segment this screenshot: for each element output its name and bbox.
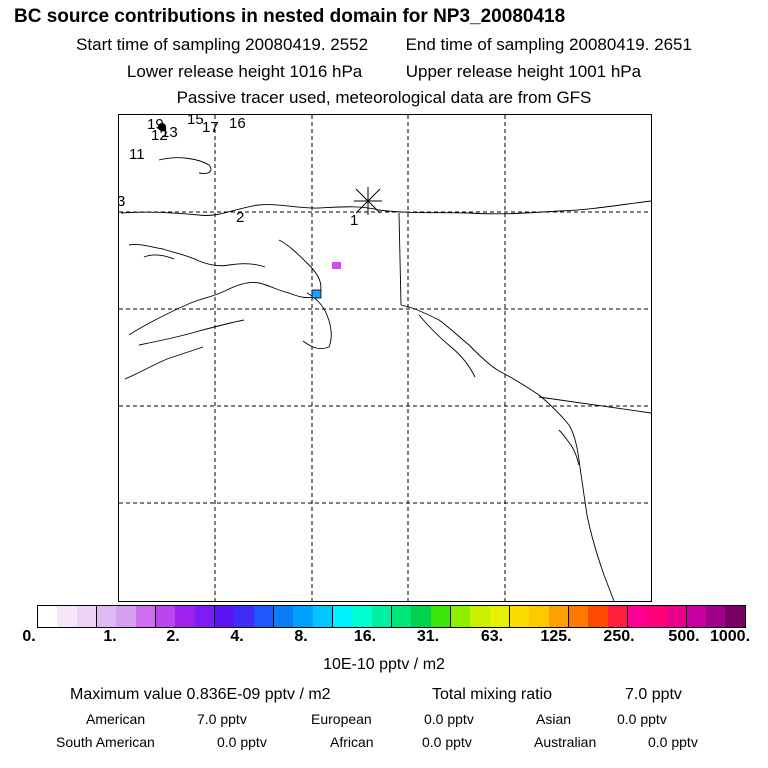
contribution-cell-blue bbox=[311, 289, 322, 299]
colorbar-tick: 4. bbox=[230, 628, 244, 645]
colorbar-segment bbox=[450, 606, 471, 627]
european-value: 0.0 pptv bbox=[424, 711, 474, 727]
colorbar-tick: 2. bbox=[166, 628, 180, 645]
american-label: American bbox=[86, 711, 146, 727]
colorbar-segment bbox=[96, 606, 117, 627]
colorbar-tick: 1. bbox=[103, 628, 117, 645]
max-value-label: Maximum value 0.836E-09 pptv / m2 bbox=[70, 686, 331, 703]
colorbar-segment bbox=[234, 606, 254, 627]
colorbar-tick: 31. bbox=[416, 628, 440, 645]
total-mixing-value: 7.0 pptv bbox=[625, 686, 682, 703]
colorbar-segment bbox=[725, 606, 745, 627]
colorbar-segment bbox=[38, 606, 58, 627]
colorbar-segment bbox=[332, 606, 353, 627]
sampling-times: Start time of sampling 20080419. 2552 En… bbox=[0, 35, 768, 55]
contribution-cell-magenta bbox=[332, 262, 341, 269]
south-american-value: 0.0 pptv bbox=[217, 734, 267, 750]
colorbar-segment bbox=[352, 606, 372, 627]
point-label: 19 bbox=[147, 116, 164, 133]
australian-value: 0.0 pptv bbox=[648, 734, 698, 750]
colorbar-segment bbox=[706, 606, 726, 627]
colorbar-segment bbox=[371, 606, 392, 627]
colorbar-segment bbox=[548, 606, 569, 627]
african-value: 0.0 pptv bbox=[422, 734, 472, 750]
point-label: 17 bbox=[202, 119, 219, 136]
colorbar-segment bbox=[588, 606, 608, 627]
upper-height-label: Upper release height 1001 hPa bbox=[405, 62, 642, 81]
colorbar-segment bbox=[214, 606, 235, 627]
asian-value: 0.0 pptv bbox=[617, 711, 667, 727]
colorbar-segment bbox=[273, 606, 294, 627]
colorbar-unit: 10E-10 pptv / m2 bbox=[323, 656, 445, 673]
colorbar-segment bbox=[293, 606, 313, 627]
tracer-note: Passive tracer used, meteorological data… bbox=[176, 88, 592, 107]
colorbar-segment bbox=[76, 606, 97, 627]
colorbar-segment bbox=[57, 606, 77, 627]
point-label: 15 bbox=[187, 114, 204, 128]
point-label: 1 bbox=[350, 212, 359, 229]
colorbar-segment bbox=[194, 606, 215, 627]
plot-title: BC source contributions in nested domain… bbox=[14, 6, 566, 27]
asian-label: Asian bbox=[536, 711, 572, 727]
colorbar-segment bbox=[253, 606, 274, 627]
colorbar-segment bbox=[509, 606, 530, 627]
map-panel: 19 12 13 15 17 16 11 3 2 1 bbox=[118, 114, 652, 602]
start-time-label: Start time of sampling 20080419. 2552 bbox=[76, 35, 369, 54]
american-value: 7.0 pptv bbox=[197, 711, 247, 727]
south-american-label: South American bbox=[56, 734, 155, 750]
colorbar-segment bbox=[647, 606, 667, 627]
african-label: African bbox=[330, 734, 374, 750]
colorbar-segment bbox=[607, 606, 628, 627]
trajectory-dot bbox=[158, 123, 166, 131]
colorbar-segment bbox=[489, 606, 510, 627]
colorbar-tick: 16. bbox=[353, 628, 377, 645]
colorbar-tick: 63. bbox=[480, 628, 504, 645]
end-time-label: End time of sampling 20080419. 2651 bbox=[405, 35, 692, 54]
colorbar-tick: 500. bbox=[668, 628, 700, 645]
colorbar-segment bbox=[529, 606, 549, 627]
colorbar-segment bbox=[666, 606, 687, 627]
colorbar-segment bbox=[411, 606, 431, 627]
colorbar-segment bbox=[135, 606, 156, 627]
colorbar-tick: 250. bbox=[603, 628, 635, 645]
point-label: 11 bbox=[129, 146, 145, 163]
point-label: 13 bbox=[161, 124, 178, 141]
release-heights: Lower release height 1016 hPa Upper rele… bbox=[0, 62, 768, 82]
colorbar-tick: 1000. bbox=[709, 628, 751, 645]
colorbar-segment bbox=[470, 606, 490, 627]
australian-label: Australian bbox=[534, 734, 597, 750]
map-canvas bbox=[119, 115, 651, 601]
colorbar-segment bbox=[116, 606, 136, 627]
colorbar-segment bbox=[155, 606, 176, 627]
colorbar-tick: 8. bbox=[294, 628, 308, 645]
point-label: 3 bbox=[119, 193, 125, 210]
total-mixing-label: Total mixing ratio bbox=[432, 686, 553, 703]
colorbar-segment bbox=[175, 606, 195, 627]
colorbar-segment bbox=[627, 606, 648, 627]
receptor-star-icon bbox=[354, 187, 382, 215]
colorbar bbox=[37, 605, 746, 628]
point-label: 2 bbox=[236, 209, 245, 226]
colorbar-segment bbox=[312, 606, 333, 627]
point-label: 16 bbox=[229, 115, 246, 132]
lower-height-label: Lower release height 1016 hPa bbox=[126, 62, 363, 81]
colorbar-tick: 125. bbox=[540, 628, 572, 645]
european-label: European bbox=[311, 711, 372, 727]
colorbar-segment bbox=[391, 606, 412, 627]
graticule bbox=[119, 115, 651, 601]
colorbar-segment bbox=[568, 606, 589, 627]
colorbar-segment bbox=[430, 606, 451, 627]
point-label: 12 bbox=[151, 127, 168, 144]
colorbar-tick: 0. bbox=[22, 628, 36, 645]
colorbar-segment bbox=[686, 606, 707, 627]
coastlines bbox=[120, 157, 651, 601]
